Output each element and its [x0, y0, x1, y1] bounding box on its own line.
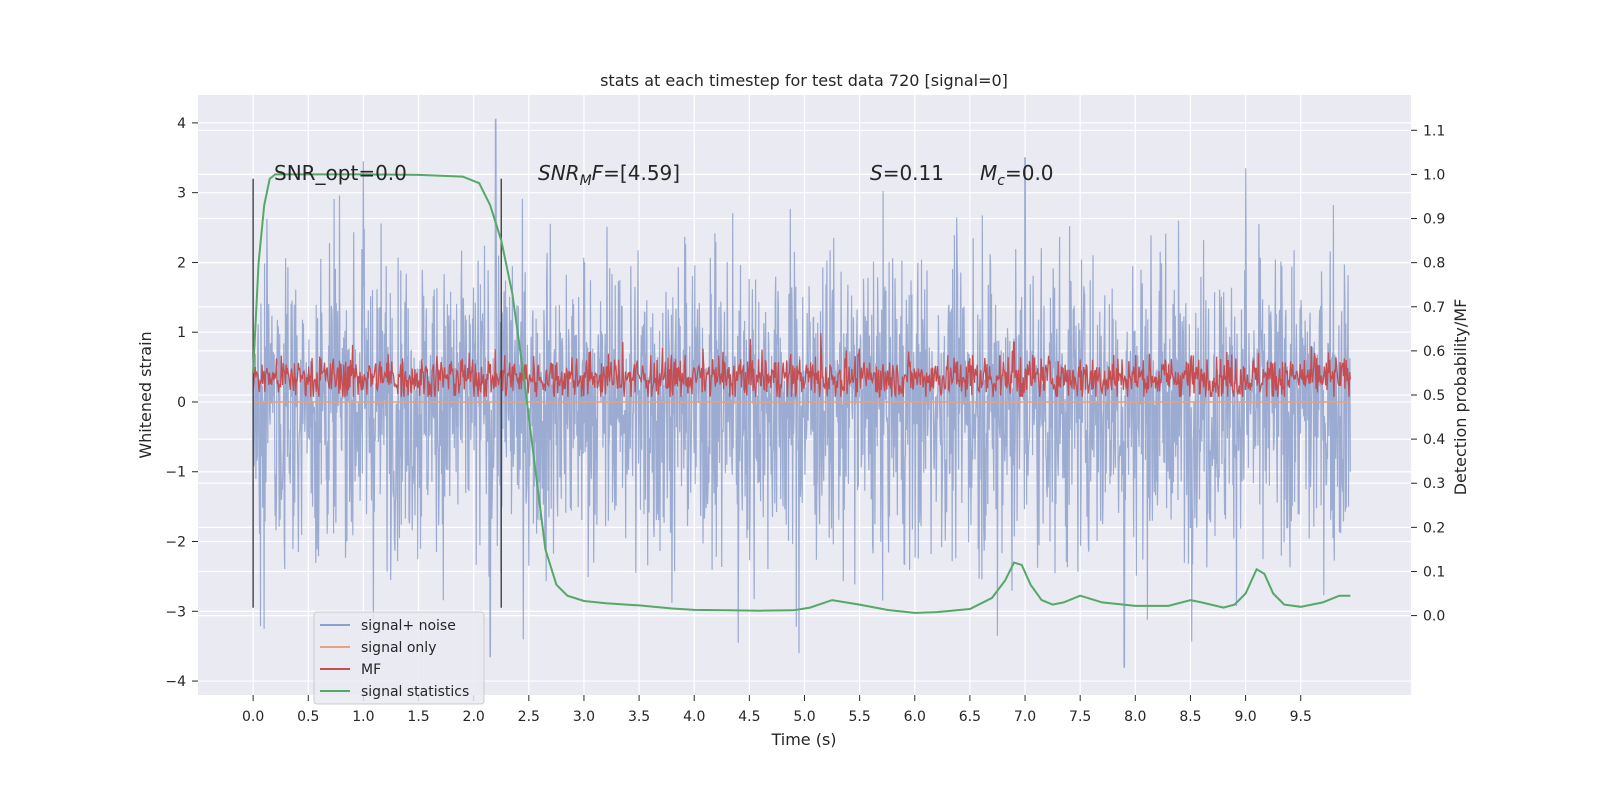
y-axis-ticks: 4 3 2 1 0 −1 −2 −3 −4	[165, 116, 198, 690]
x-tick-label: 0.0	[242, 709, 264, 725]
right-tick-label: 0.1	[1423, 564, 1445, 580]
right-axis-label: Detection probability/MF	[1451, 299, 1470, 496]
y-tick-label: 4	[177, 116, 186, 132]
x-tick-label: 9.5	[1290, 709, 1312, 725]
legend: signal+ noise signal only MF signal stat…	[313, 611, 485, 705]
right-tick-label: 0.6	[1423, 344, 1445, 360]
right-tick-label: 0.8	[1423, 256, 1445, 272]
annotation-s: S=0.11	[870, 161, 944, 185]
legend-label-signal-noise: signal+ noise	[361, 618, 456, 634]
right-tick-label: 1.1	[1423, 123, 1445, 139]
right-axis-ticks: 1.1 1.0 0.9 0.8 0.7 0.6 0.5 0.4 0.3 0.2 0.1 0.0	[1411, 123, 1445, 625]
legend-label-signal-only: signal only	[361, 640, 436, 656]
right-tick-label: 0.3	[1423, 476, 1445, 492]
x-tick-label: 4.0	[683, 709, 705, 725]
legend-box	[313, 611, 485, 705]
x-tick-label: 8.0	[1124, 709, 1146, 725]
x-tick-label: 7.5	[1069, 709, 1091, 725]
x-tick-label: 3.0	[573, 709, 595, 725]
x-tick-label: 5.0	[793, 709, 815, 725]
annotation-s-symbol: S	[870, 161, 883, 185]
annotation-mc-value: =0.0	[1005, 161, 1054, 185]
x-tick-label: 4.5	[738, 709, 760, 725]
x-tick-label: 5.5	[849, 709, 871, 725]
y-tick-label: 1	[177, 325, 186, 341]
y-tick-label: 2	[177, 255, 186, 271]
right-tick-label: 0.5	[1423, 388, 1445, 404]
x-tick-label: 7.0	[1014, 709, 1036, 725]
x-tick-label: 8.5	[1179, 709, 1201, 725]
x-tick-label: 2.5	[518, 709, 540, 725]
y-tick-label: −1	[165, 465, 186, 481]
x-axis-label: Time (s)	[770, 730, 836, 749]
x-tick-label: 1.5	[407, 709, 429, 725]
series-line-signal-statistics	[252, 173, 1351, 614]
series-line-signal-noise	[252, 118, 1351, 668]
y-tick-label: −4	[165, 674, 186, 690]
y-axis-label: Whitened strain	[136, 331, 155, 458]
x-tick-label: 9.0	[1234, 709, 1256, 725]
chart-title: stats at each timestep for test data 720…	[600, 71, 1008, 90]
right-tick-label: 0.7	[1423, 300, 1445, 316]
y-tick-label: −3	[165, 604, 186, 620]
x-tick-label: 6.5	[959, 709, 981, 725]
right-tick-label: 0.2	[1423, 520, 1445, 536]
right-tick-label: 0.4	[1423, 432, 1445, 448]
annotation-mc-base: M	[980, 161, 997, 185]
right-tick-label: 0.9	[1423, 212, 1445, 228]
x-tick-label: 1.0	[352, 709, 374, 725]
annotation-snr-mf: SNRMF=[4.59]	[538, 161, 680, 189]
series-line-mf	[252, 333, 1351, 399]
annotation-snr-mf-sub: M	[580, 173, 592, 189]
annotation-snr-mf-f: F	[592, 161, 604, 185]
x-axis-ticks: 0.0 0.5 1.0 1.5 2.0 2.5 3.0 3.5 4.0 4.5 5.0 5.5 6.0 6…	[242, 695, 1312, 725]
series-layer	[252, 118, 1351, 668]
x-tick-label: 3.5	[628, 709, 650, 725]
y-tick-label: −2	[165, 535, 186, 551]
annotation-mc-sub: c	[997, 173, 1005, 189]
x-tick-label: 2.0	[463, 709, 485, 725]
annotation-snr-mf-base: SNR	[538, 161, 580, 185]
x-tick-label: 0.5	[297, 709, 319, 725]
legend-label-mf: MF	[361, 662, 381, 678]
right-tick-label: 0.0	[1423, 609, 1445, 625]
y-tick-label: 3	[177, 186, 186, 202]
annotation-snr-mf-rest: F=[4.59]	[592, 161, 680, 185]
legend-label-signal-statistics: signal statistics	[361, 684, 469, 700]
y-tick-label: 0	[177, 395, 186, 411]
annotation-mc: Mc=0.0	[980, 161, 1054, 189]
x-tick-label: 6.0	[904, 709, 926, 725]
annotation-snr-opt: SNR_opt=0.0	[274, 161, 407, 185]
annotation-s-value: =0.11	[883, 161, 944, 185]
annotation-snr-mf-value: =[4.59]	[603, 161, 680, 185]
right-tick-label: 1.0	[1423, 167, 1445, 183]
